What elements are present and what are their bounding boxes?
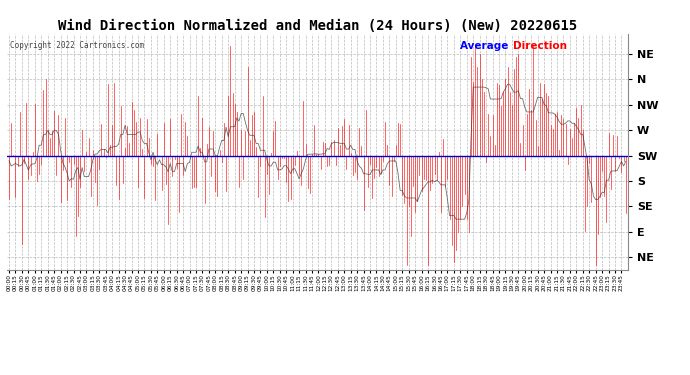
Text: Direction: Direction xyxy=(513,41,567,51)
Text: Average: Average xyxy=(460,41,512,51)
Text: Copyright 2022 Cartronics.com: Copyright 2022 Cartronics.com xyxy=(10,41,144,50)
Title: Wind Direction Normalized and Median (24 Hours) (New) 20220615: Wind Direction Normalized and Median (24… xyxy=(58,19,577,33)
